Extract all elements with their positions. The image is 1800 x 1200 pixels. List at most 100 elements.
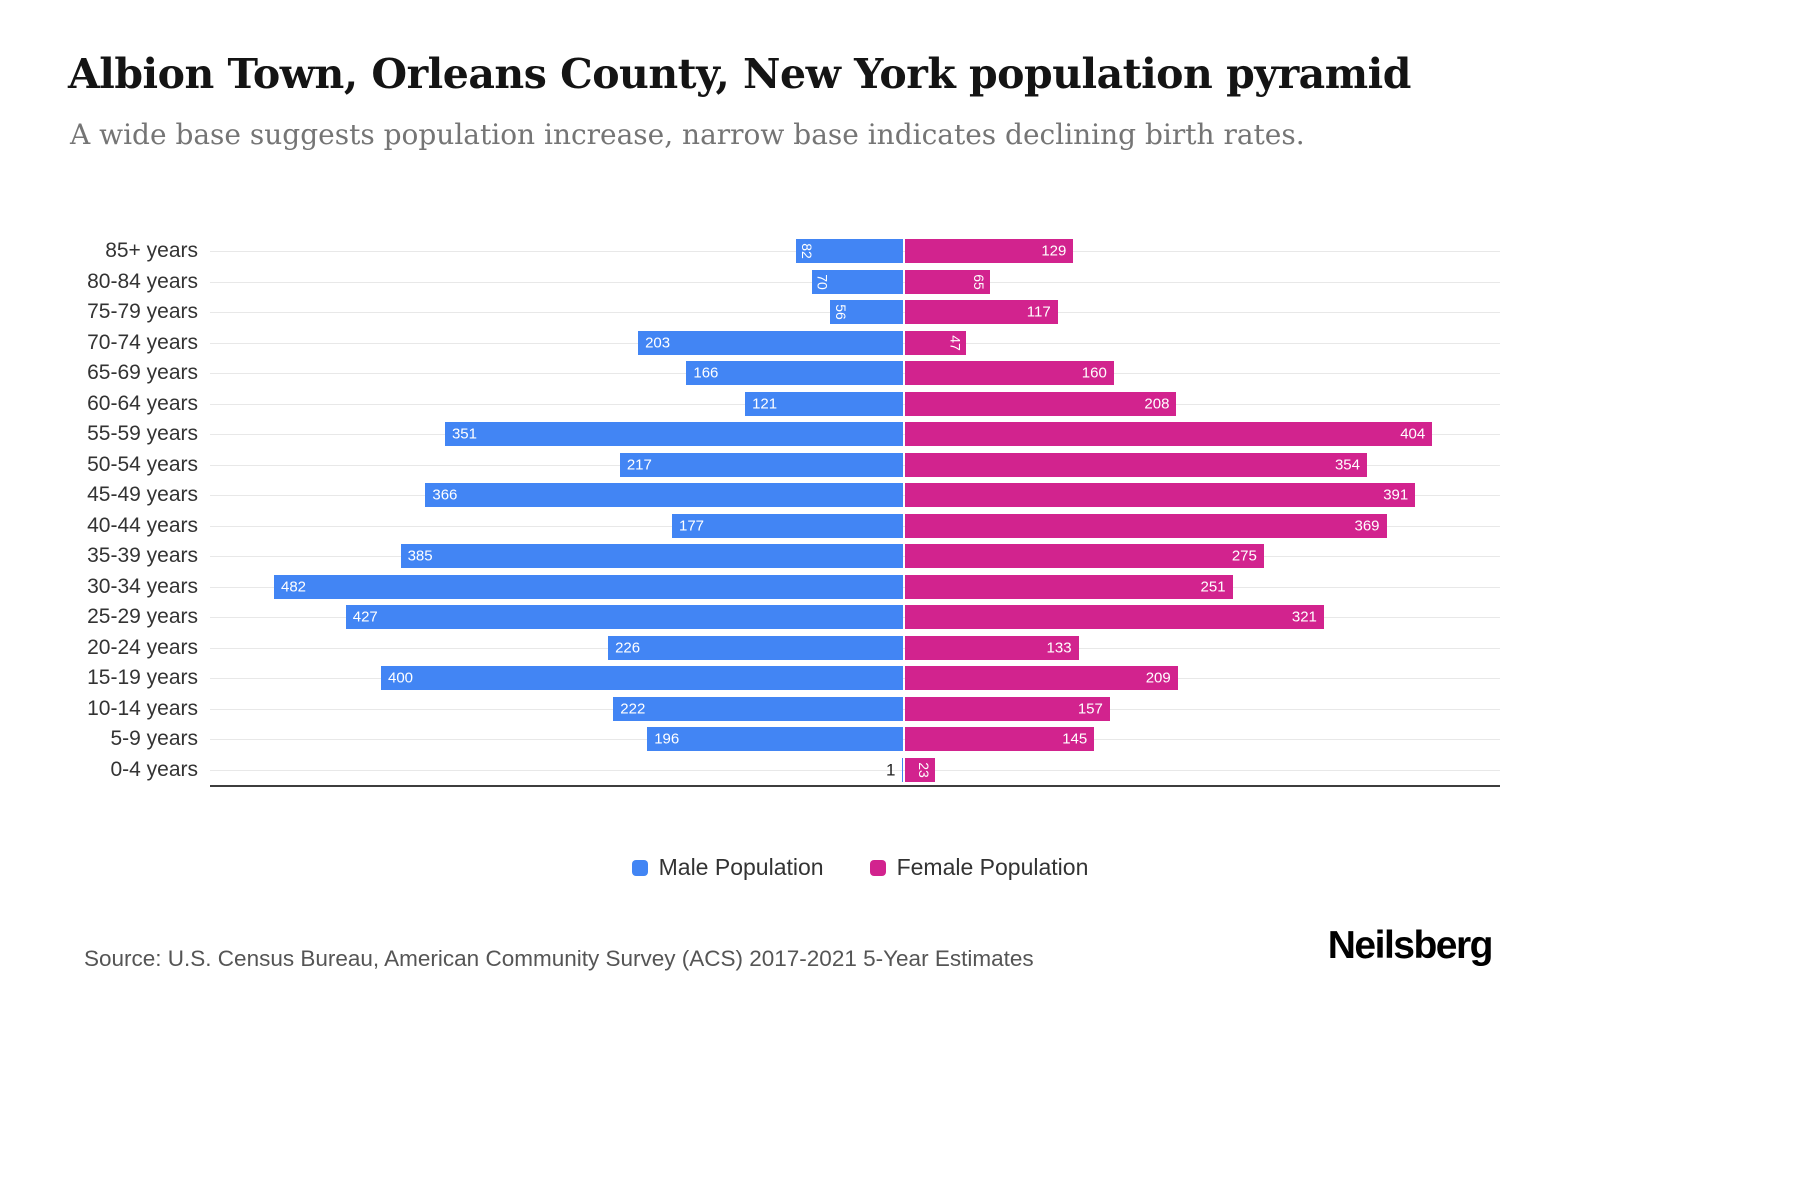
row-plot-area: 1 23: [210, 755, 1500, 786]
row-plot-area: 203 47: [210, 328, 1500, 359]
male-bar: 400: [381, 666, 903, 691]
pyramid-row: 35-39 years 385 275: [0, 541, 1500, 572]
row-plot-area: 226 133: [210, 633, 1500, 664]
female-bar: 369: [905, 513, 1387, 538]
female-bar-value-label: 157: [1077, 700, 1103, 718]
female-bar-value-label: 129: [1041, 242, 1067, 260]
female-bar: 23: [905, 757, 935, 782]
female-bar-value-label: 354: [1334, 456, 1360, 474]
male-bar-value-label: 196: [654, 730, 680, 748]
female-bar: 133: [905, 635, 1079, 660]
pyramid-row: 10-14 years 222 157: [0, 694, 1500, 725]
row-plot-area: 177 369: [210, 511, 1500, 542]
male-bar-value-label: 56: [832, 304, 849, 321]
pyramid-row: 25-29 years 427 321: [0, 602, 1500, 633]
pyramid-row: 30-34 years 482 251: [0, 572, 1500, 603]
male-bar: 217: [619, 452, 903, 477]
pyramid-row: 50-54 years 217 354: [0, 450, 1500, 481]
chart-subtitle: A wide base suggests population increase…: [70, 118, 1305, 151]
male-bar: 70: [811, 269, 903, 294]
male-bar-value-label: 203: [645, 334, 671, 352]
row-plot-area: 56 117: [210, 297, 1500, 328]
female-bar-value-label: 145: [1062, 730, 1088, 748]
age-group-label: 65-69 years: [87, 361, 198, 385]
row-plot-area: 166 160: [210, 358, 1500, 389]
male-bar: 56: [829, 300, 903, 325]
female-bar-value-label: 65: [970, 273, 987, 290]
male-bar-value-label: 351: [451, 425, 477, 443]
female-bar-value-label: 275: [1231, 547, 1257, 565]
age-group-label: 10-14 years: [87, 696, 198, 720]
female-bar: 157: [905, 696, 1110, 721]
male-bar-value-label: 166: [693, 364, 719, 382]
male-bar: 196: [647, 727, 903, 752]
pyramid-row: 80-84 years 70 65: [0, 267, 1500, 298]
row-plot-area: 70 65: [210, 267, 1500, 298]
female-bar: 209: [905, 666, 1178, 691]
legend: Male Population Female Population: [0, 854, 1720, 881]
female-bar: 160: [905, 361, 1114, 386]
male-bar: 482: [273, 574, 903, 599]
row-plot-area: 427 321: [210, 602, 1500, 633]
age-group-label: 45-49 years: [87, 483, 198, 507]
legend-item-female[interactable]: Female Population: [869, 854, 1088, 881]
age-group-label: 40-44 years: [87, 513, 198, 537]
pyramid-row: 45-49 years 366 391: [0, 480, 1500, 511]
pyramid-rows: 85+ years 82 129 80-84 years 70 65 75-79 years…: [0, 236, 1500, 785]
female-bar-value-label: 23: [916, 761, 932, 778]
male-bar-value-label: 482: [280, 578, 307, 596]
neilsberg-logo: Neilsberg: [1327, 924, 1494, 967]
female-bar-value-label: 47: [947, 334, 964, 351]
male-bar: 166: [686, 361, 903, 386]
male-bar: 82: [795, 239, 903, 264]
row-plot-area: 196 145: [210, 724, 1500, 755]
age-group-label: 70-74 years: [87, 330, 198, 354]
age-group-label: 80-84 years: [87, 269, 198, 293]
male-bar: [901, 757, 903, 782]
pyramid-row: 0-4 years 1 23: [0, 755, 1500, 786]
male-bar-value-label: 366: [432, 486, 458, 504]
pyramid-row: 5-9 years 196 145: [0, 724, 1500, 755]
age-group-label: 75-79 years: [87, 300, 198, 324]
female-swatch-icon: [869, 859, 886, 876]
male-bar: 203: [638, 330, 903, 355]
female-bar: 117: [905, 300, 1058, 325]
male-bar: 351: [444, 422, 903, 447]
row-plot-area: 385 275: [210, 541, 1500, 572]
female-bar: 251: [905, 574, 1233, 599]
male-bar: 222: [613, 696, 903, 721]
female-bar: 65: [905, 269, 990, 294]
pyramid-row: 65-69 years 166 160: [0, 358, 1500, 389]
age-group-label: 55-59 years: [87, 422, 198, 446]
female-bar: 321: [905, 605, 1324, 630]
age-group-label: 25-29 years: [87, 605, 198, 629]
male-bar-value-label: 400: [388, 669, 414, 687]
female-bar: 47: [905, 330, 967, 355]
pyramid-row: 40-44 years 177 369: [0, 511, 1500, 542]
row-plot-area: 482 251: [210, 572, 1500, 603]
female-bar: 129: [905, 239, 1074, 264]
female-bar-value-label: 209: [1145, 669, 1171, 687]
age-group-label: 15-19 years: [87, 666, 198, 690]
legend-male-label: Male Population: [658, 854, 824, 880]
female-bar-value-label: 251: [1200, 578, 1226, 596]
pyramid-chart: 85+ years 82 129 80-84 years 70 65 75-79 years…: [0, 236, 1500, 787]
female-bar-value-label: 321: [1291, 608, 1317, 626]
row-plot-area: 366 391: [210, 480, 1500, 511]
female-bar-value-label: 133: [1046, 639, 1072, 657]
age-group-label: 5-9 years: [110, 727, 198, 751]
male-bar-value-label: 226: [615, 639, 641, 657]
pyramid-row: 75-79 years 56 117: [0, 297, 1500, 328]
male-bar-value-label: 177: [679, 517, 705, 535]
legend-item-male[interactable]: Male Population: [631, 854, 824, 881]
male-bar-value-label: 217: [626, 456, 652, 474]
x-axis-line: [210, 785, 1500, 787]
male-bar: 385: [400, 544, 903, 569]
female-bar-value-label: 117: [1026, 303, 1051, 321]
row-plot-area: 351 404: [210, 419, 1500, 450]
row-plot-area: 217 354: [210, 450, 1500, 481]
male-bar-value-label: 385: [407, 547, 433, 565]
female-bar: 145: [905, 727, 1095, 752]
pyramid-row: 15-19 years 400 209: [0, 663, 1500, 694]
row-plot-area: 400 209: [210, 663, 1500, 694]
